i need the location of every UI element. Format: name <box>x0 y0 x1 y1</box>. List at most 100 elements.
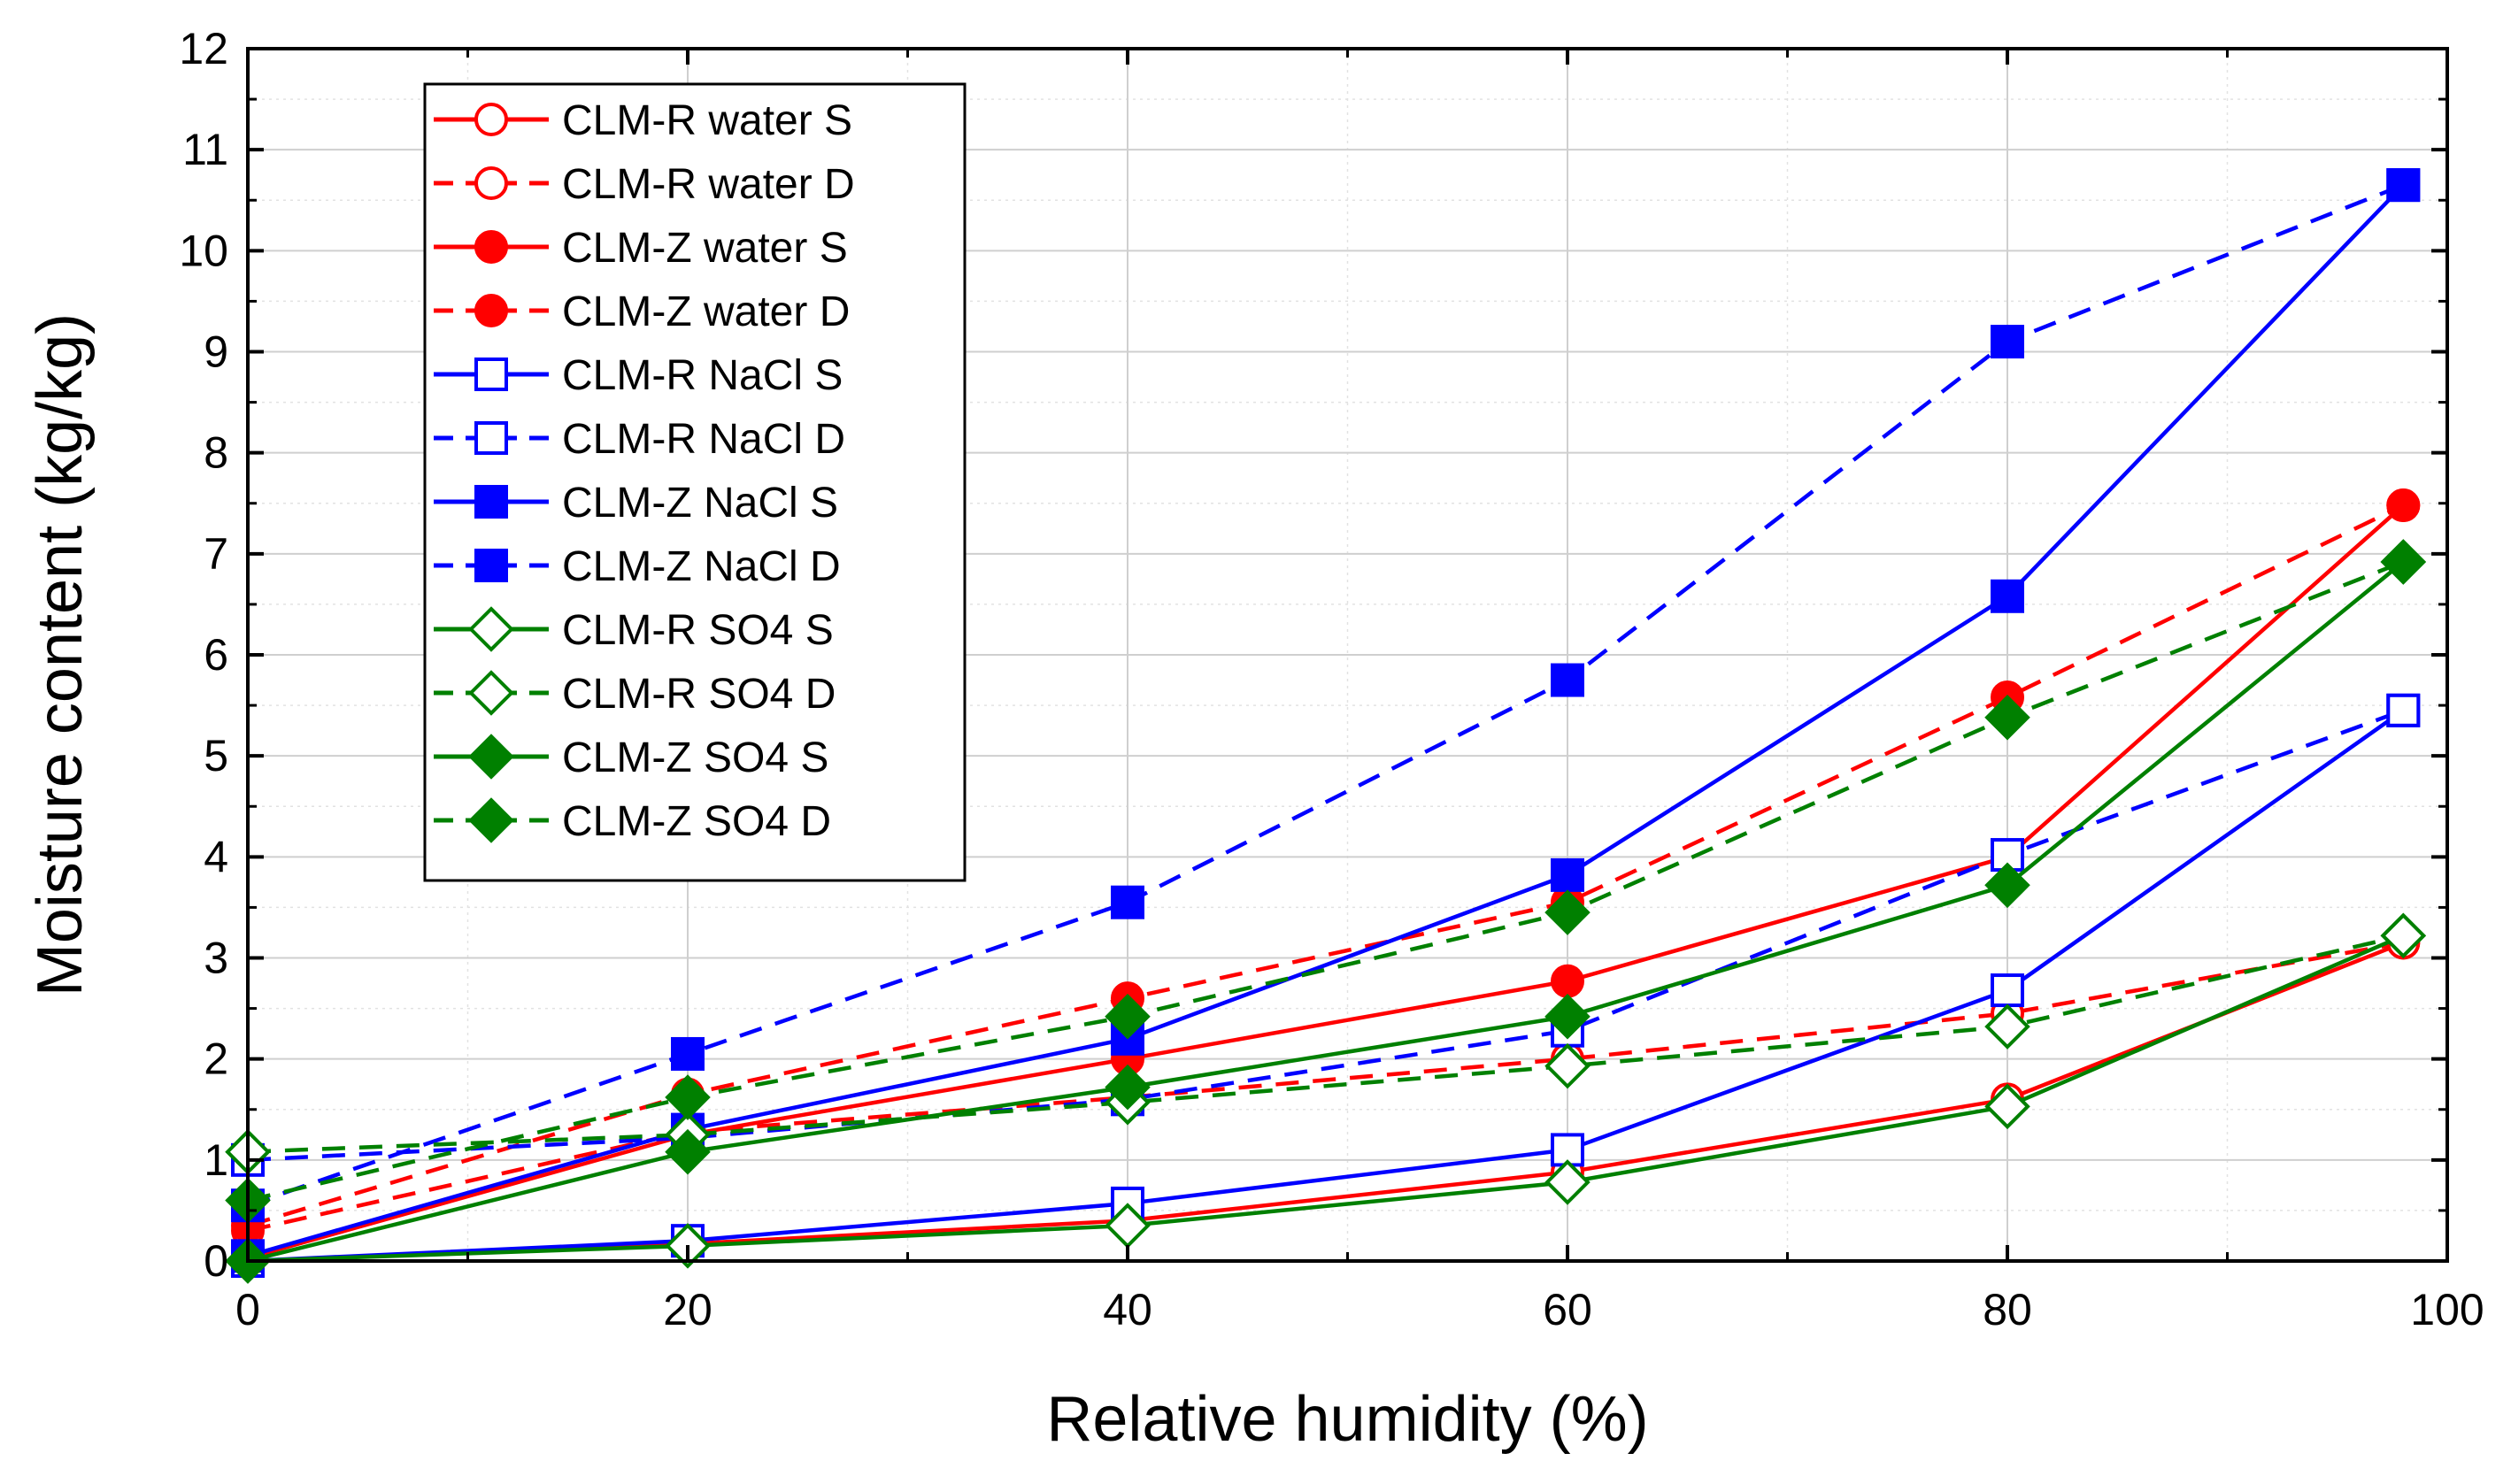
series-clm-r-so4-d <box>225 912 2427 1175</box>
y-tick-label: 4 <box>204 832 228 881</box>
data-point <box>665 1074 711 1120</box>
y-tick-label: 11 <box>182 125 228 174</box>
legend-item: CLM-R NaCl D <box>434 416 845 463</box>
series-line <box>247 504 2405 1260</box>
series-clm-r-water-s <box>231 926 2421 1278</box>
data-point <box>2386 693 2421 727</box>
legend-marker <box>474 103 508 136</box>
legend-marker <box>474 166 508 200</box>
series-clm-r-so4-s <box>225 912 2427 1284</box>
legend-item: CLM-Z water S <box>434 225 848 272</box>
series-line <box>247 559 2405 1203</box>
data-point <box>1105 993 1151 1040</box>
legend-item: CLM-Z SO4 D <box>434 797 831 845</box>
series-line <box>247 183 2405 1258</box>
legend: CLM-R water S CLM-R water D CLM-Z water S C… <box>423 82 967 882</box>
data-point <box>1984 862 2030 909</box>
data-point <box>665 1128 711 1175</box>
legend-label: CLM-Z water S <box>562 225 848 272</box>
data-point <box>1991 973 2024 1008</box>
y-tick-label: 0 <box>204 1236 228 1286</box>
legend-marker <box>468 670 514 716</box>
legend-marker <box>474 294 508 327</box>
legend-item: CLM-R SO4 D <box>434 670 836 718</box>
data-point <box>671 1036 705 1071</box>
y-tick-label: 10 <box>179 226 228 275</box>
x-tick-label: 80 <box>1983 1285 2032 1334</box>
data-point <box>1551 663 1584 697</box>
legend-label: CLM-R SO4 S <box>562 607 834 654</box>
legend-marker <box>468 606 514 652</box>
legend-label: CLM-Z SO4 S <box>562 734 828 781</box>
x-tick-label: 60 <box>1543 1285 1592 1334</box>
data-point <box>1544 1159 1591 1205</box>
series-line <box>247 934 2405 1264</box>
y-tick-label: 3 <box>204 934 228 983</box>
y-axis-title: Moisture content (kg/kg) <box>25 313 96 996</box>
y-tick-label: 7 <box>204 529 228 579</box>
legend-marker <box>474 230 508 264</box>
legend-marker <box>468 797 514 843</box>
data-point <box>1984 695 2030 741</box>
legend-marker <box>474 421 508 455</box>
x-tick-label: 20 <box>663 1285 712 1334</box>
y-tick-label: 1 <box>204 1135 228 1185</box>
data-point <box>2380 912 2427 959</box>
legend-label: CLM-R water D <box>562 161 855 208</box>
legend-item: CLM-R water S <box>434 97 852 144</box>
legend-label: CLM-Z NaCl D <box>562 543 841 590</box>
legend-item: CLM-Z SO4 S <box>434 734 828 781</box>
data-point <box>1544 993 1591 1040</box>
legend-label: CLM-R NaCl D <box>562 416 845 463</box>
y-tick-label: 9 <box>204 327 228 377</box>
data-point <box>1111 885 1144 919</box>
legend-item: CLM-R NaCl S <box>434 352 843 399</box>
legend-label: CLM-Z water D <box>562 288 850 335</box>
x-tick-label: 40 <box>1103 1285 1152 1334</box>
legend-label: CLM-Z SO4 D <box>562 798 831 845</box>
y-tick-label: 12 <box>179 24 228 73</box>
legend-box <box>423 82 967 882</box>
legend-label: CLM-R water S <box>562 97 852 144</box>
data-point <box>1984 1003 2030 1050</box>
series-line <box>247 708 2405 1264</box>
legend-item: CLM-Z NaCl S <box>434 480 838 527</box>
data-point <box>1544 1042 1591 1089</box>
data-point <box>1544 889 1591 935</box>
series-line <box>247 934 2404 1154</box>
legend-item: CLM-R SO4 S <box>434 606 834 654</box>
data-point <box>1551 857 1584 892</box>
series-line <box>247 941 2405 1264</box>
legend-marker <box>474 549 508 582</box>
x-axis-title: Relative humidity (%) <box>1046 1384 1648 1455</box>
x-tick-label: 0 <box>235 1285 260 1334</box>
legend-marker <box>474 358 508 391</box>
data-point <box>2380 539 2427 585</box>
series-line <box>247 560 2405 1264</box>
data-point <box>1991 579 2024 613</box>
data-point <box>1991 325 2024 359</box>
data-point <box>1984 1083 2030 1130</box>
legend-item: CLM-Z NaCl D <box>434 543 841 590</box>
x-tick-label: 100 <box>2410 1285 2484 1334</box>
series-clm-z-so4-d <box>225 539 2427 1224</box>
data-point <box>2386 488 2421 523</box>
data-point <box>1105 1064 1151 1111</box>
legend-label: CLM-R SO4 D <box>562 671 836 718</box>
legend-marker <box>468 734 514 780</box>
legend-label: CLM-R NaCl S <box>562 352 843 399</box>
y-tick-label: 8 <box>204 428 228 478</box>
y-tick-label: 2 <box>204 1034 228 1084</box>
legend-item: CLM-R water D <box>434 161 855 208</box>
legend-item: CLM-Z water D <box>434 288 850 335</box>
data-point <box>2386 168 2421 203</box>
series-line <box>247 941 2404 1233</box>
y-tick-label: 5 <box>204 731 228 780</box>
legend-label: CLM-Z NaCl S <box>562 480 838 527</box>
data-point <box>1551 964 1584 998</box>
legend-marker <box>474 485 508 519</box>
y-tick-label: 6 <box>204 630 228 680</box>
series-line <box>247 183 2405 1208</box>
